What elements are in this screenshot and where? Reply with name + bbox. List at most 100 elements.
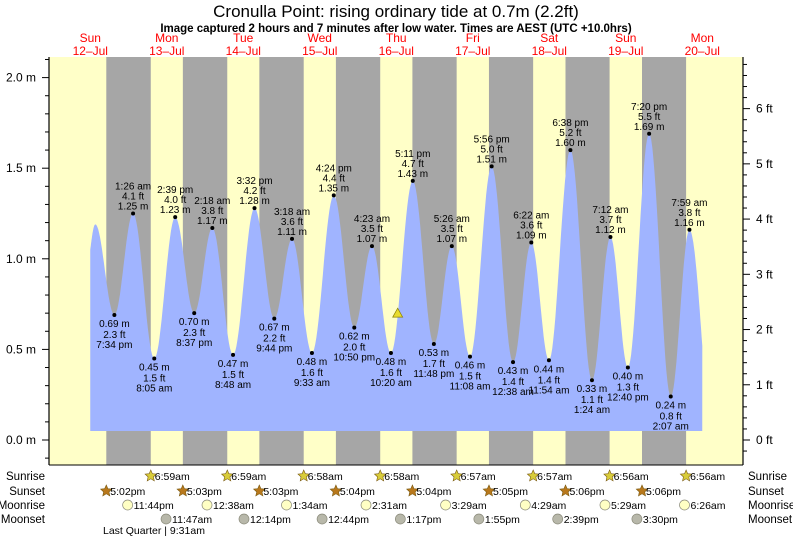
extreme-m: 0.43 m (498, 366, 529, 377)
day-label: Fri (466, 31, 480, 45)
moonrise-icon (281, 499, 292, 511)
tide-high-point: 2:18 am3.8 ft1.17 m (194, 196, 230, 230)
extreme-ft: 1.5 ft (222, 370, 244, 381)
sunrise-event: 6:56am (679, 469, 725, 483)
extreme-ft: 3.5 ft (361, 224, 383, 235)
moonset-time: 1:17pm (406, 514, 441, 526)
sunrise-icon (679, 469, 693, 482)
tide-high-point: 6:38 pm5.2 ft1.60 m (552, 118, 588, 153)
moonset-time: 3:30pm (643, 514, 678, 526)
moonset-time: 12:44pm (328, 514, 369, 526)
extreme-time: 9:44 pm (256, 344, 292, 355)
extreme-dot (589, 378, 594, 383)
sunrise-event: 6:57am (450, 469, 496, 483)
extreme-m: 1.28 m (239, 196, 270, 207)
extreme-m: 0.47 m (218, 359, 249, 370)
extreme-dot (210, 225, 215, 230)
date-label: 16–Jul (379, 44, 414, 58)
extreme-dot (352, 325, 357, 330)
day-label: Mon (155, 31, 178, 45)
moonset-event: 3:30pm (631, 513, 678, 526)
extreme-dot (309, 351, 314, 356)
sunrise-icon (373, 469, 387, 482)
moonrise-time: 3:29am (452, 500, 487, 512)
day-label: Sun (615, 31, 636, 45)
extreme-ft: 1.5 ft (459, 372, 481, 383)
sunset-event: 5:06pm (635, 484, 681, 498)
sunrise-row-label-right: Sunrise (748, 471, 787, 483)
sunset-time: 5:02pm (110, 486, 145, 498)
chart-title: Cronulla Point: rising ordinary tide at … (213, 2, 579, 21)
day-label: Tue (233, 31, 254, 45)
extreme-time: 3:18 am (274, 207, 310, 218)
extreme-time: 7:12 am (592, 205, 628, 216)
extreme-ft: 4.7 ft (402, 159, 424, 170)
extreme-time: 8:05 am (136, 383, 172, 394)
sunrise-icon (450, 469, 464, 482)
moonrise-time: 5:29am (611, 500, 646, 512)
tide-low-point: 0.47 m1.5 ft8:48 am (215, 352, 251, 391)
sunset-event: 5:04pm (406, 484, 452, 498)
extreme-ft: 1.4 ft (538, 375, 560, 386)
sunrise-event: 6:59am (220, 469, 267, 483)
extreme-m: 1.07 m (437, 234, 468, 245)
tide-high-point: 3:32 pm4.2 ft1.28 m (236, 176, 273, 211)
date-label: 12–Jul (73, 44, 108, 58)
extreme-time: 12:38 am (492, 387, 534, 398)
tide-low-point: 0.70 m2.3 ft8:37 pm (176, 311, 212, 349)
extreme-dot (410, 178, 415, 183)
tide-high-point: 5:56 pm5.0 ft1.51 m (474, 134, 510, 169)
extreme-ft: 3.6 ft (281, 217, 303, 228)
extreme-time: 12:40 pm (607, 393, 649, 404)
moonrise-icon (519, 499, 531, 511)
extreme-m: 0.67 m (259, 323, 290, 334)
extreme-ft: 5.5 ft (638, 112, 660, 123)
day-label: Sat (540, 31, 559, 45)
sunset-row-label: Sunset (9, 486, 46, 498)
sunrise-time: 6:59am (155, 471, 190, 483)
extreme-time: 11:54 am (528, 385, 569, 396)
extreme-time: 7:59 am (671, 198, 707, 209)
extreme-m: 0.62 m (339, 332, 370, 343)
extreme-time: 8:48 am (215, 380, 251, 391)
moon-phase-label: Last Quarter | 9:31am (103, 525, 205, 537)
sunset-row-label-right: Sunset (748, 486, 785, 498)
tide-high-point: 1:26 am4.1 ft1.25 m (115, 182, 151, 216)
sunrise-icon (144, 469, 158, 482)
sunrise-time: 6:59am (231, 471, 266, 483)
extreme-m: 0.24 m (655, 401, 686, 412)
sunset-event: 5:02pm (99, 484, 146, 498)
moonset-icon (160, 513, 172, 525)
moonset-row-label: Moonset (1, 514, 46, 526)
date-label: 15–Jul (302, 44, 337, 58)
extreme-time: 11:08 am (450, 382, 491, 393)
extreme-dot (449, 244, 454, 249)
moonrise-icon (201, 499, 213, 511)
extreme-m: 0.46 m (455, 361, 486, 372)
right-tick-label: 6 ft (756, 102, 773, 116)
moonset-time: 11:47am (172, 514, 212, 526)
extreme-m: 1.69 m (634, 122, 665, 133)
moonrise-event: 6:26am (679, 499, 726, 512)
tide-extremes: 0.69 m2.3 ft7:34 pm1:26 am4.1 ft1.25 m0.… (96, 102, 707, 433)
right-tick-label: 2 ft (756, 323, 773, 337)
extreme-ft: 2.3 ft (103, 330, 125, 341)
day-label: Sun (80, 31, 101, 45)
extreme-m: 0.40 m (613, 372, 644, 383)
extreme-dot (331, 193, 336, 198)
extreme-ft: 2.0 ft (343, 343, 365, 354)
extreme-m: 0.70 m (179, 317, 210, 328)
extreme-dot (173, 215, 178, 220)
moonrise-icon (360, 499, 372, 511)
extreme-ft: 4.1 ft (122, 192, 144, 203)
sunset-icon (559, 484, 572, 497)
moonset-row-label-right: Moonset (748, 514, 793, 526)
sunset-time: 5:05pm (493, 486, 528, 498)
extreme-m: 1.17 m (197, 216, 228, 227)
moonrise-event: 12:38am (201, 499, 254, 512)
sunrise-row-label: Sunrise (6, 471, 45, 483)
extreme-m: 1.60 m (555, 138, 586, 149)
extreme-ft: 3.8 ft (678, 208, 700, 219)
extreme-dot (231, 352, 236, 357)
